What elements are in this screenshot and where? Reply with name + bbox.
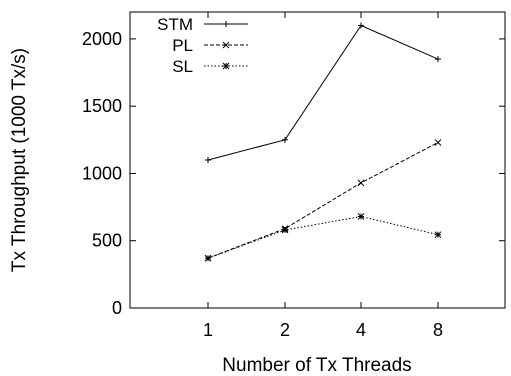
x-tick-label: 1	[203, 320, 213, 340]
data-point-sl	[434, 231, 442, 239]
legend-marker-pl	[222, 41, 230, 49]
x-tick-label: 8	[433, 320, 443, 340]
data-point-pl	[357, 179, 365, 187]
legend-marker-sl	[222, 62, 230, 70]
legend-label-stm: STM	[157, 15, 193, 34]
data-point-sl	[281, 226, 289, 234]
y-tick-label: 500	[92, 231, 122, 251]
series-line-stm	[207, 24, 439, 161]
series-layer	[204, 22, 442, 262]
series-line-pl	[207, 142, 439, 259]
legend-label-sl: SL	[172, 57, 193, 76]
data-point-sl	[357, 213, 365, 220]
y-axis: 0 500 1000 1500 2000	[82, 29, 505, 318]
y-axis-label: Tx Throughput (1000 Tx/s)	[9, 48, 30, 272]
x-axis: 1 2 4 8	[203, 12, 443, 340]
data-point-pl	[434, 139, 442, 146]
data-point-sl	[204, 254, 212, 262]
x-tick-label: 4	[356, 320, 366, 340]
y-tick-label: 1500	[82, 96, 122, 116]
y-tick-label: 2000	[82, 29, 122, 49]
legend: STM PL SL	[157, 15, 248, 76]
series-line-sl	[207, 215, 439, 259]
y-tick-label: 1000	[82, 163, 122, 183]
x-axis-label: Number of Tx Threads	[222, 355, 411, 376]
plot-frame	[129, 11, 506, 309]
x-tick-label: 2	[280, 320, 290, 340]
legend-label-pl: PL	[172, 36, 193, 55]
y-tick-label: 0	[112, 298, 122, 318]
